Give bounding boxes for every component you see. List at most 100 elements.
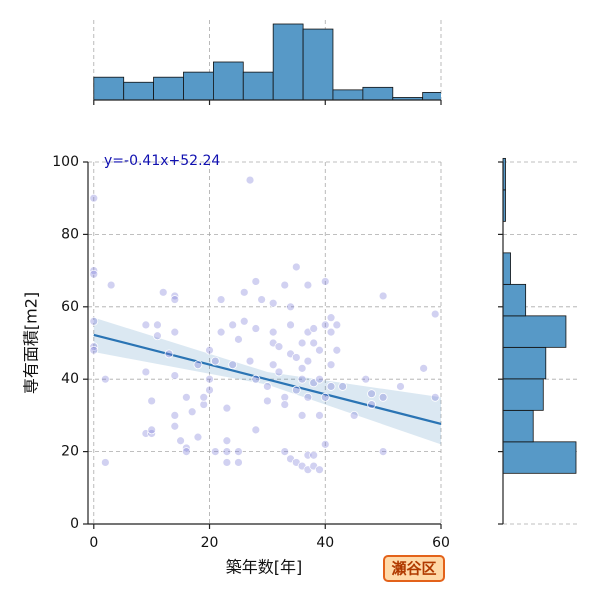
point [210,447,220,457]
x-tick-label: 40 [316,535,334,551]
point [280,392,290,402]
histogram-bar [272,23,304,101]
point [303,392,313,402]
point [315,465,324,475]
histogram-bar [502,409,534,443]
point [181,447,191,457]
point [158,287,168,297]
point [205,374,214,384]
point [297,363,307,373]
regression-line [93,333,441,426]
point [199,392,209,402]
point [268,298,278,308]
histogram-bar [93,76,125,101]
point [153,320,162,330]
point [378,291,388,301]
point [205,345,214,355]
point [262,396,272,406]
point [309,324,319,333]
point [286,320,295,330]
point [303,280,313,290]
point [286,302,295,312]
point [320,392,330,402]
point [326,382,336,391]
point [234,334,243,344]
point [239,316,249,326]
point [291,353,301,362]
histogram-bar [502,252,511,285]
point [176,436,185,446]
x-tick-label: 20 [201,535,219,551]
point [268,327,278,337]
point [222,403,232,413]
y-tick-label: 100 [52,154,79,170]
regression-equation: y=-0.41x+52.24 [104,153,220,169]
point [251,374,261,384]
point [315,410,324,420]
point [320,439,330,449]
point [349,410,359,420]
point [89,193,99,203]
histogram-bar [502,283,527,317]
point [251,324,261,333]
histogram-bar [422,92,441,101]
y-tick-label: 60 [61,299,79,315]
point [251,277,261,286]
y-axis-label: 専有面積[m2] [22,292,41,394]
point [222,436,232,446]
point [309,338,319,348]
point [367,389,376,399]
point [326,313,336,323]
point [419,363,429,373]
point [262,382,272,391]
point [378,392,388,402]
point [147,396,157,406]
point [268,360,278,370]
point [291,385,301,395]
point [170,421,180,431]
y-tick-label: 80 [61,226,79,242]
point [199,400,209,409]
point [291,262,301,272]
point [193,360,203,370]
badge: 瀬谷区 [391,560,436,578]
point [320,320,330,330]
point [396,382,405,391]
point [297,410,307,420]
point [338,382,348,391]
y-tick-label: 40 [61,371,79,387]
histogram-bar [502,441,577,474]
histogram-bar [362,86,394,101]
point [216,295,226,304]
point [170,371,180,380]
point [315,345,324,355]
point [228,320,238,330]
point [297,374,307,384]
point [326,360,336,370]
point [280,400,290,409]
point [245,175,255,185]
point [303,356,313,366]
point [89,316,99,326]
point [315,374,324,384]
histogram-bar [213,61,244,101]
point [245,356,255,366]
point [164,349,174,359]
point [205,385,214,395]
point [378,447,388,457]
x-axis-label: 築年数[年] [226,558,303,577]
point [170,295,180,304]
point [187,407,197,417]
point [89,345,99,355]
point [210,356,220,366]
point [274,342,284,352]
histogram-bar [183,71,214,101]
badge-box [383,555,445,582]
point [367,400,376,409]
point [332,320,342,330]
point [193,432,203,442]
x-tick-label: 0 [89,535,98,551]
point [251,425,261,435]
point [153,331,162,341]
